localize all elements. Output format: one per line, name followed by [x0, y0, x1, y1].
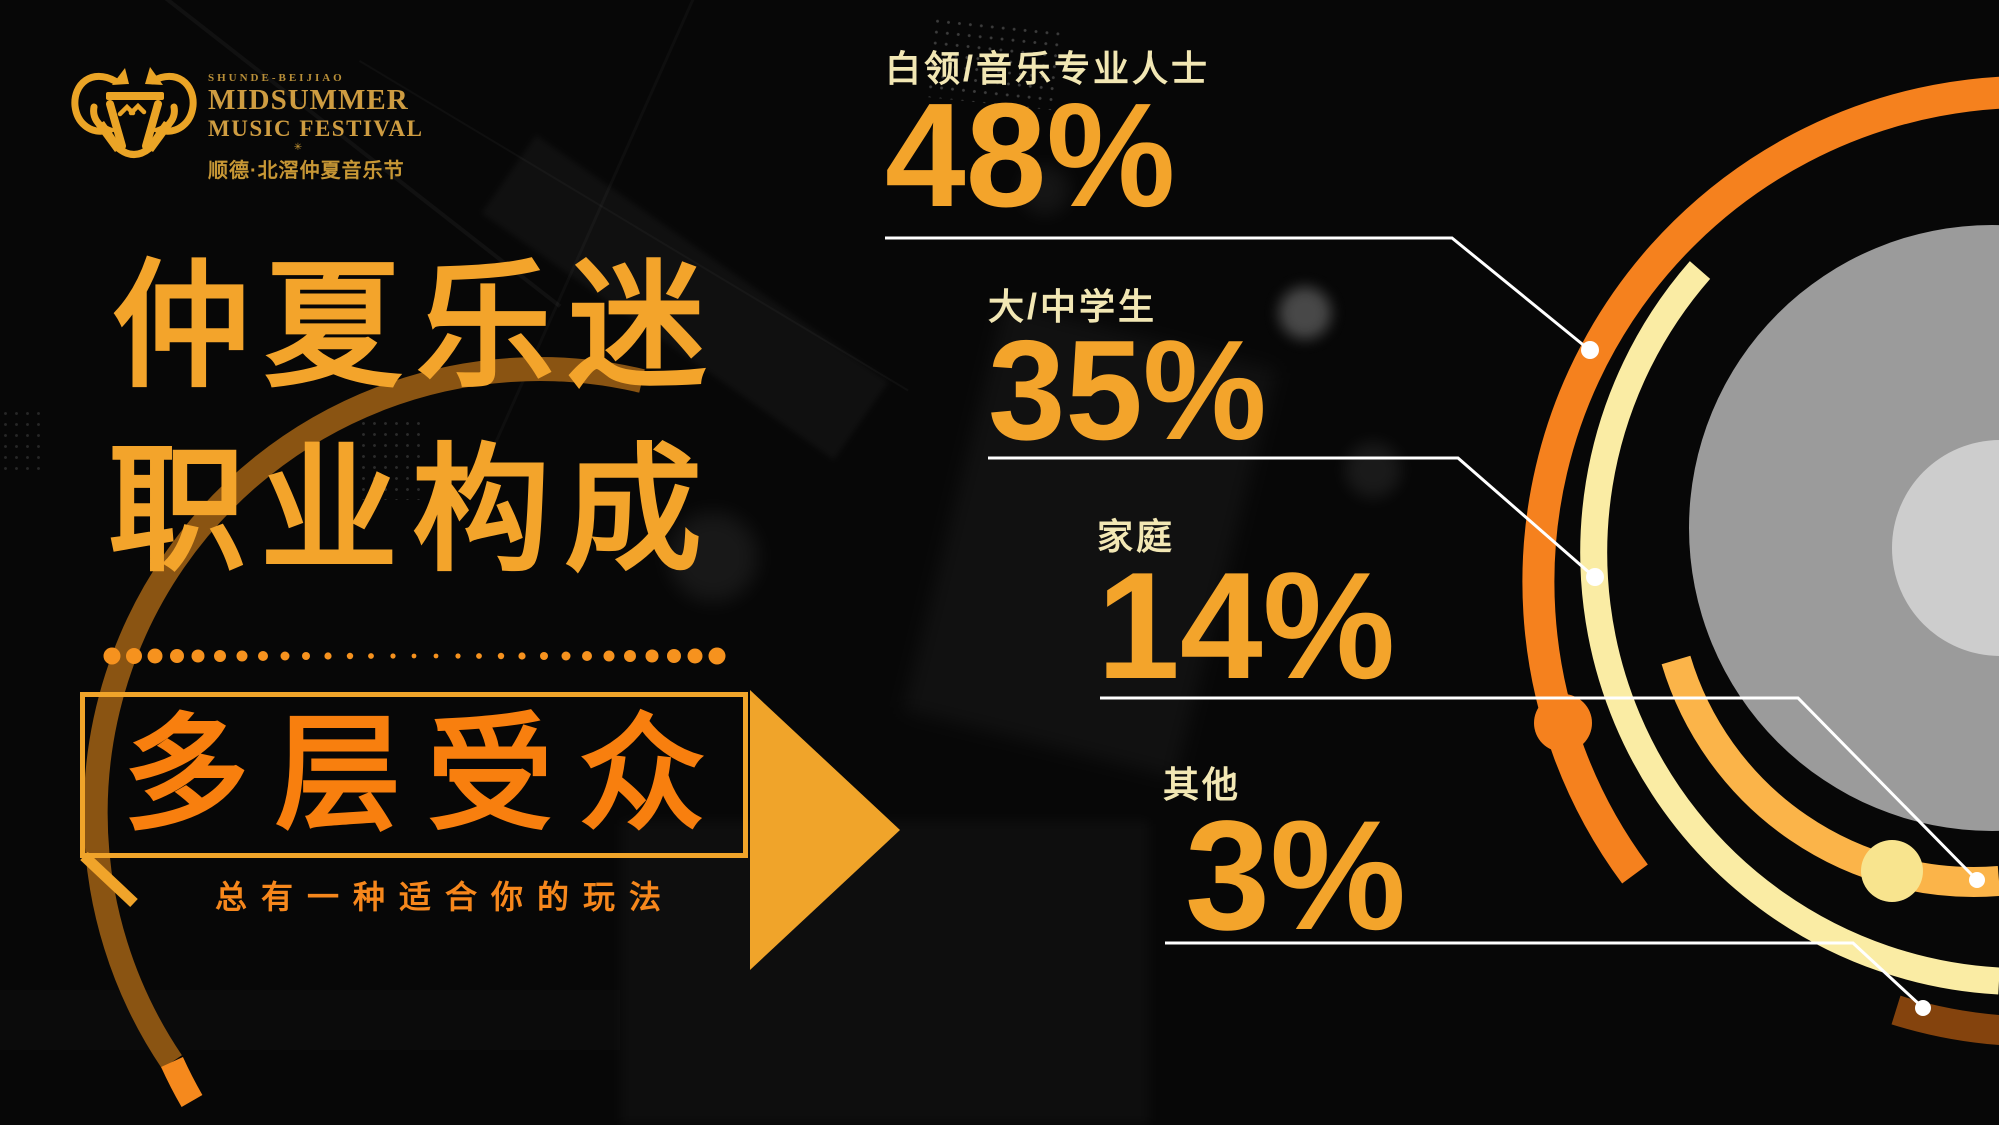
leader-lines	[885, 236, 1976, 1007]
headline-line2: 职业构成	[108, 434, 717, 588]
cream-orbit-dot	[1861, 840, 1923, 902]
stat-others: 其他 3%	[1163, 756, 1410, 954]
dotted-divider	[103, 647, 726, 665]
leader-line-3	[1165, 941, 1922, 1007]
leader-line-35	[988, 456, 1593, 577]
festival-logo: SHUNDE-BEIJIAO MIDSUMMER MUSIC FESTIVAL …	[70, 60, 422, 182]
audience-banner-box: 多层受众	[80, 692, 748, 858]
logo-divider-mark: ✳	[293, 142, 303, 153]
logo-name-line1: MIDSUMMER	[208, 84, 409, 116]
banner-title: 多层受众	[123, 704, 731, 845]
stat-label: 白领/音乐专业人士	[885, 48, 1211, 89]
logo-name-line2: MUSIC FESTIVAL	[208, 116, 424, 141]
stat-label: 家庭	[1097, 516, 1176, 557]
stat-families: 家庭 14%	[1097, 508, 1401, 702]
stat-value: 48%	[885, 73, 1176, 238]
leader-line-48	[885, 236, 1588, 350]
leader-line-14	[1100, 696, 1976, 879]
logo-region-text: SHUNDE-BEIJIAO	[208, 72, 345, 84]
bear-face-logo-icon	[71, 67, 197, 158]
cream-orbit-arc	[1580, 261, 1999, 995]
banner-corner-accent	[80, 851, 138, 908]
headline-line1: 仲夏乐迷	[112, 250, 721, 404]
stat-label: 其他	[1163, 764, 1242, 805]
logo-chinese-name: 顺德·北滘仲夏音乐节	[208, 160, 405, 182]
stat-value: 3%	[1185, 789, 1406, 963]
leader-endpoint-dots	[1581, 341, 1985, 1016]
speaker-circle	[1689, 225, 1999, 831]
stat-students: 大/中学生 35%	[988, 278, 1272, 462]
stat-value: 35%	[988, 311, 1267, 470]
brown-orbit-arc	[1891, 995, 1999, 1045]
banner-arrow	[750, 690, 900, 970]
stat-value: 14%	[1097, 541, 1396, 711]
amber-orbit-arc	[1661, 655, 1999, 897]
stat-white-collar: 白领/音乐专业人士 48%	[885, 40, 1210, 230]
stat-label: 大/中学生	[988, 286, 1158, 327]
left-orbit-arc	[83, 357, 645, 1107]
orange-orbit-dot	[1534, 694, 1592, 752]
banner-tagline: 总有一种适合你的玩法	[214, 879, 675, 915]
